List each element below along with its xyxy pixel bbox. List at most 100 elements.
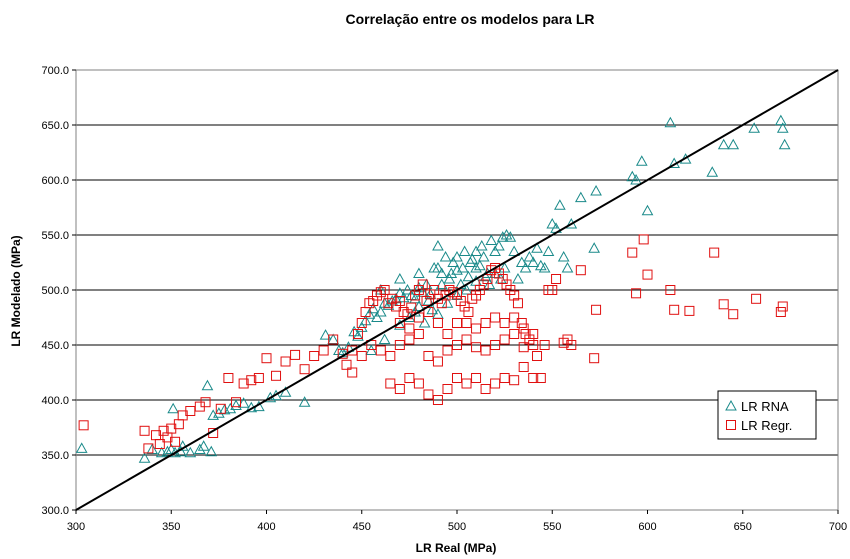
data-point [551,274,562,284]
data-point [493,239,505,251]
data-point [590,184,602,196]
data-point [394,340,405,350]
chart-title: Correlação entre os modelos para LR [346,11,595,27]
data-point [423,389,434,400]
data-point [778,138,791,150]
data-point [215,403,226,414]
y-tick-label: 450.0 [41,340,69,352]
x-tick-label: 400 [257,521,275,533]
data-point [532,351,543,361]
data-point [504,231,517,242]
x-tick-label: 350 [162,521,180,533]
data-point [379,285,390,295]
data-point [299,364,310,375]
data-point [542,245,555,256]
data-point [461,318,472,328]
x-tick-label: 700 [829,521,847,533]
data-point [279,386,292,397]
data-point [520,329,531,339]
data-point [413,378,424,389]
data-point [558,337,569,348]
data-point [480,345,491,356]
data-point [374,305,387,317]
data-point [451,289,463,300]
data-point [394,384,405,394]
data-point [665,285,676,295]
data-point [480,384,491,394]
data-point [516,318,527,328]
data-point [547,285,558,295]
data-point [499,373,510,383]
data-point [193,443,206,454]
data-point [441,297,454,308]
data-point [201,379,214,391]
data-point [498,261,511,273]
data-point [205,445,218,457]
data-point [347,367,358,378]
x-tick-label: 600 [638,521,656,533]
data-point [394,272,406,284]
data-point [439,250,452,262]
data-point [78,420,89,431]
data-point [518,342,529,353]
data-point [290,349,301,360]
y-tick-label: 300.0 [41,505,69,517]
legend-marker [725,399,737,411]
series-2 [78,234,788,454]
x-tick-label: 500 [448,521,466,533]
data-point [375,345,386,356]
data-point [518,323,529,334]
y-tick-label: 600.0 [41,175,69,187]
data-point [535,373,546,383]
data-point [728,309,739,320]
data-point [474,285,485,295]
data-point [442,384,453,394]
data-point [477,250,490,262]
data-point [397,291,410,303]
data-point [368,296,379,306]
data-point [508,245,520,256]
data-point [669,304,680,315]
data-point [471,323,482,334]
data-point [347,345,358,356]
data-point [489,245,501,256]
data-point [499,318,510,328]
data-point [432,356,443,367]
data-point [387,293,398,304]
data-point [271,370,282,381]
x-tick-label: 550 [543,521,561,533]
data-point [363,308,376,319]
data-point [523,250,536,262]
x-tick-label: 450 [353,521,371,533]
data-point [452,340,462,350]
data-point [538,261,551,273]
data-point [528,329,539,339]
data-point [641,204,654,216]
data-point [421,296,432,306]
data-point [775,114,787,126]
data-point [409,305,421,317]
data-point [464,256,477,267]
legend-box [717,390,817,440]
data-point [442,329,453,339]
data-point [452,318,462,328]
data-point [448,287,459,298]
data-point [518,362,529,372]
data-point [505,285,516,295]
data-point [512,298,523,309]
data-point [443,272,456,284]
data-point [748,122,761,133]
data-point [751,293,762,304]
data-point [184,446,197,458]
data-point [423,351,434,361]
data-point [493,268,504,279]
data-point [509,329,520,339]
data-point [280,356,291,367]
data-point [75,442,88,453]
data-point [406,302,417,313]
data-point [452,373,462,383]
data-point [775,307,786,317]
data-point [776,122,789,133]
y-tick-label: 650.0 [41,120,69,132]
data-point [386,294,399,306]
